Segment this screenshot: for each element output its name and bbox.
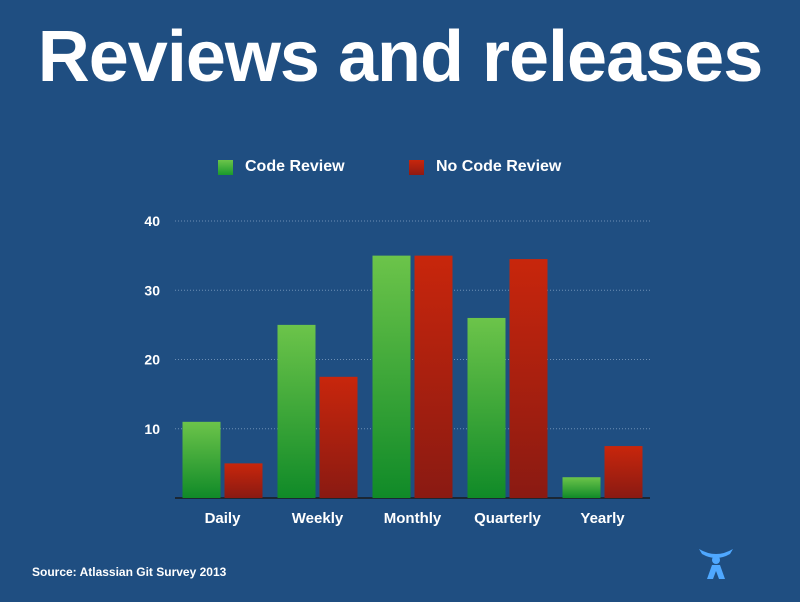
legend-label-code-review: Code Review bbox=[245, 158, 345, 175]
no-code-review-bar bbox=[224, 463, 263, 498]
legend-item-no-code-review: No Code Review bbox=[409, 158, 561, 176]
page-title: Reviews and releases bbox=[37, 17, 763, 97]
y-tick-label: 20 bbox=[144, 352, 160, 368]
y-tick-label: 30 bbox=[144, 282, 160, 298]
code-review-bar bbox=[562, 477, 601, 498]
no-code-review-bar bbox=[604, 446, 643, 498]
code-review-bar bbox=[277, 324, 316, 498]
y-tick-label: 40 bbox=[144, 213, 160, 229]
no-code-review-bar bbox=[509, 259, 548, 498]
x-tick-label: Quarterly bbox=[474, 510, 541, 527]
x-tick-label: Monthly bbox=[384, 510, 442, 527]
source-note: Source: Atlassian Git Survey 2013 bbox=[32, 565, 227, 579]
legend-swatch-code-review bbox=[218, 159, 233, 175]
code-review-bar bbox=[467, 317, 506, 498]
legend-label-no-code-review: No Code Review bbox=[436, 158, 562, 175]
atlassian-logo-icon bbox=[699, 549, 733, 579]
x-tick-label: Weekly bbox=[292, 510, 344, 527]
code-review-bar bbox=[372, 255, 411, 498]
legend-swatch-no-code-review bbox=[409, 159, 424, 175]
legend-item-code-review: Code Review bbox=[218, 158, 345, 176]
x-tick-label: Daily bbox=[205, 510, 242, 527]
x-tick-label: Yearly bbox=[580, 510, 625, 527]
y-tick-label: 10 bbox=[144, 421, 160, 437]
no-code-review-bar bbox=[319, 376, 358, 498]
code-review-bar bbox=[182, 421, 221, 498]
no-code-review-bar bbox=[414, 255, 453, 498]
